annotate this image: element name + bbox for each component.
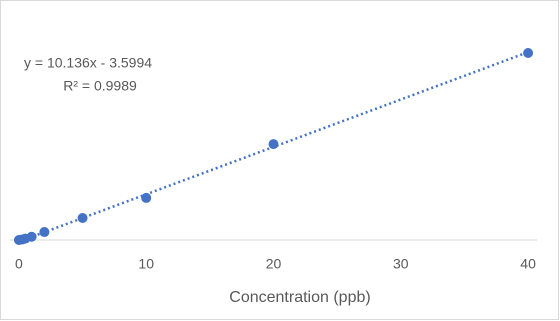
data-point <box>39 227 50 238</box>
data-point <box>141 192 152 203</box>
x-tick-label: 30 <box>393 256 409 272</box>
trendline-equation: y = 10.136x - 3.5994 <box>24 55 152 71</box>
x-tick-label: 10 <box>138 256 154 272</box>
trendline-r-squared: R² = 0.9989 <box>63 78 137 94</box>
x-tick-label: 40 <box>520 256 536 272</box>
x-tick-label: 20 <box>266 256 282 272</box>
data-point <box>268 139 279 150</box>
data-point <box>523 47 534 58</box>
x-tick-label: 0 <box>15 256 23 272</box>
x-axis-title: Concentration (ppb) <box>229 289 370 306</box>
data-point <box>26 231 37 242</box>
data-point <box>77 213 88 224</box>
